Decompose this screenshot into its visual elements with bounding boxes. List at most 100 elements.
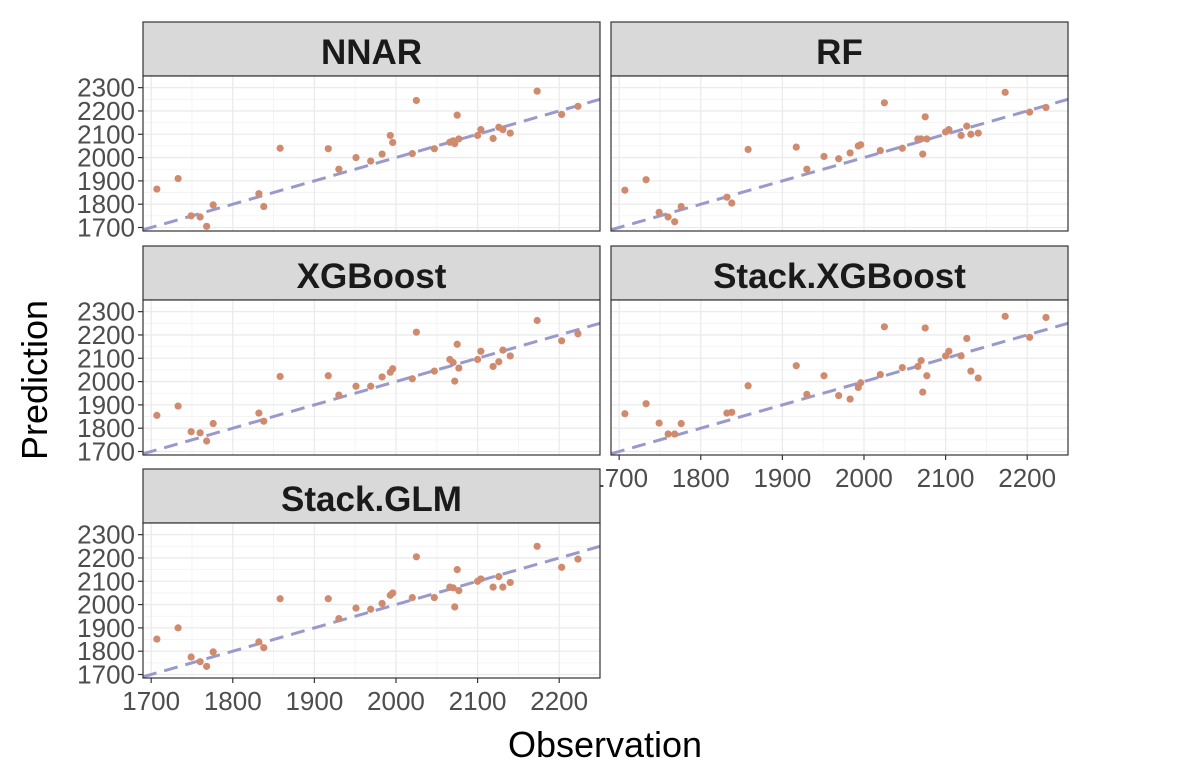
data-point bbox=[489, 583, 497, 591]
data-point bbox=[880, 99, 888, 107]
data-point bbox=[1026, 333, 1034, 341]
data-point bbox=[923, 372, 931, 380]
data-point bbox=[430, 593, 438, 602]
data-point bbox=[203, 222, 211, 230]
y-tick-label: 1700 bbox=[77, 437, 135, 467]
x-tick-label: 1700 bbox=[122, 686, 180, 716]
data-point bbox=[335, 614, 343, 623]
data-point bbox=[671, 430, 679, 438]
data-point bbox=[455, 135, 463, 143]
y-tick-label: 1900 bbox=[77, 390, 135, 420]
data-point bbox=[744, 382, 752, 390]
data-point bbox=[196, 213, 204, 221]
data-point bbox=[574, 330, 582, 338]
facet-title: Stack.XGBoost bbox=[713, 257, 966, 296]
y-tick-label: 2100 bbox=[77, 119, 135, 149]
facet-strip bbox=[142, 245, 601, 301]
data-point bbox=[642, 176, 650, 184]
reference-line bbox=[142, 321, 601, 456]
data-point bbox=[621, 186, 629, 194]
x-tick-label: 1900 bbox=[753, 463, 811, 493]
data-point bbox=[203, 662, 211, 670]
data-point bbox=[453, 111, 461, 119]
data-point bbox=[455, 364, 463, 372]
facet-strip bbox=[142, 468, 601, 524]
y-tick-label: 1800 bbox=[77, 636, 135, 666]
data-point bbox=[558, 337, 566, 345]
y-tick-label: 2200 bbox=[77, 320, 135, 350]
y-tick-label: 2300 bbox=[77, 520, 135, 550]
data-point bbox=[477, 126, 485, 134]
plot-background bbox=[143, 76, 600, 231]
data-point bbox=[408, 375, 416, 383]
facet-strip bbox=[610, 21, 1069, 77]
data-point bbox=[917, 357, 925, 365]
data-point bbox=[963, 122, 971, 130]
data-point bbox=[495, 358, 503, 366]
data-point bbox=[276, 595, 284, 603]
data-point bbox=[412, 328, 420, 336]
data-point bbox=[917, 135, 925, 143]
y-tick-label: 1700 bbox=[77, 660, 135, 690]
data-point bbox=[352, 604, 360, 612]
y-tick-label: 2000 bbox=[77, 590, 135, 620]
data-point bbox=[923, 135, 931, 143]
data-point bbox=[499, 126, 507, 134]
data-point bbox=[430, 367, 438, 375]
data-point bbox=[803, 165, 811, 173]
data-point bbox=[677, 202, 685, 211]
data-point bbox=[473, 355, 482, 364]
data-point bbox=[153, 635, 161, 643]
data-point bbox=[367, 382, 375, 390]
data-point bbox=[255, 409, 263, 417]
facet-strip bbox=[610, 245, 1069, 301]
data-point bbox=[174, 174, 182, 183]
data-point bbox=[389, 589, 397, 597]
data-point bbox=[621, 410, 629, 418]
data-point bbox=[728, 408, 736, 416]
data-point bbox=[255, 638, 263, 646]
x-axis-title: Observation bbox=[508, 724, 702, 765]
data-point bbox=[174, 624, 182, 632]
data-point bbox=[820, 372, 828, 380]
data-point bbox=[352, 382, 360, 390]
data-point bbox=[495, 573, 503, 581]
data-point bbox=[187, 212, 195, 220]
data-point bbox=[260, 202, 268, 211]
facet-strip bbox=[142, 21, 601, 77]
y-axis-title: Prediction bbox=[14, 300, 55, 460]
data-point bbox=[209, 201, 217, 209]
data-point bbox=[489, 362, 497, 371]
data-point bbox=[324, 595, 332, 603]
data-point bbox=[664, 430, 672, 438]
data-point bbox=[921, 113, 929, 121]
data-point bbox=[533, 87, 541, 95]
data-point bbox=[921, 324, 929, 332]
data-point bbox=[677, 419, 685, 428]
data-point bbox=[664, 213, 672, 221]
data-point bbox=[846, 395, 854, 403]
data-point bbox=[835, 391, 843, 400]
data-point bbox=[671, 218, 679, 226]
data-point bbox=[378, 150, 386, 158]
panel-border bbox=[142, 522, 601, 679]
data-point bbox=[723, 193, 731, 201]
data-point bbox=[408, 593, 416, 602]
data-point bbox=[451, 139, 459, 148]
data-point bbox=[533, 542, 541, 550]
data-point bbox=[506, 578, 514, 587]
panel-border bbox=[610, 299, 1069, 456]
reference-line bbox=[610, 321, 1069, 456]
x-tick-label: 2100 bbox=[917, 463, 975, 493]
x-tick-label: 2200 bbox=[998, 463, 1056, 493]
facet-panels: NNAR1700180019002000210022002300RFXGBoos… bbox=[77, 21, 1069, 716]
x-tick-label: 2000 bbox=[367, 686, 425, 716]
data-point bbox=[196, 658, 204, 666]
data-point bbox=[203, 437, 211, 445]
facet-panel-stack-glm: Stack.GLM1700180019002000210022002300170… bbox=[77, 468, 601, 716]
data-point bbox=[412, 96, 420, 105]
data-point bbox=[533, 316, 541, 325]
